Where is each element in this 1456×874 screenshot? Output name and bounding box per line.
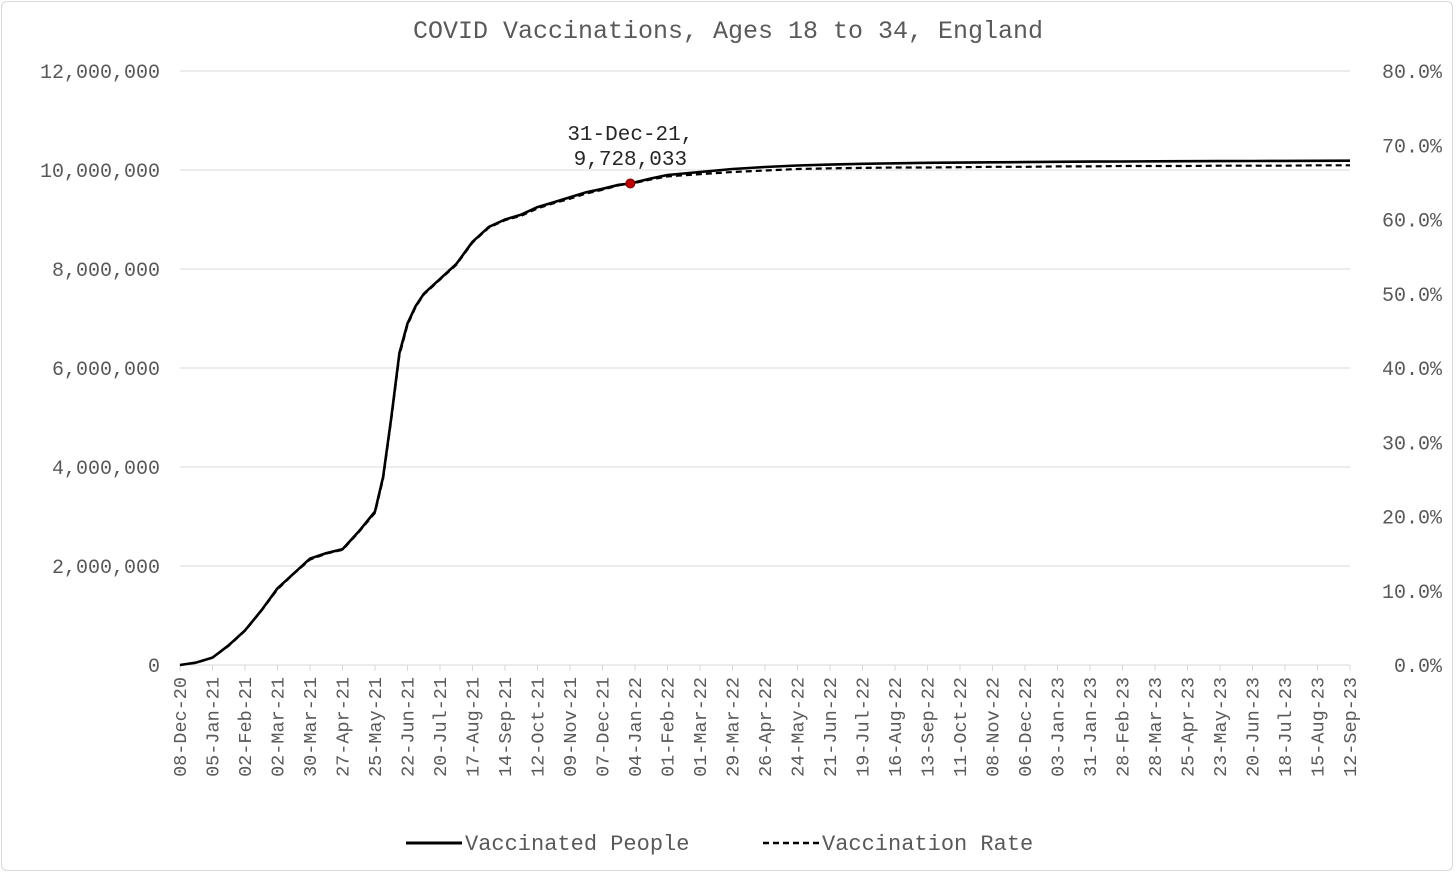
x-tick-label: 27-Apr-21 (334, 677, 355, 777)
y-right-tick-label: 40.0% (1382, 359, 1443, 382)
x-tick-label: 29-Mar-22 (724, 677, 745, 777)
legend-label-vaccinated-people: Vaccinated People (465, 832, 689, 857)
x-axis: 08-Dec-20 05-Jan-21 02-Feb-21 02-Mar-21 30-M… (171, 665, 1362, 777)
y-left-tick-label: 6,000,000 (52, 359, 160, 382)
x-tick-label: 02-Mar-21 (269, 677, 290, 777)
x-tick-label: 14-Sep-21 (496, 677, 517, 777)
x-tick-label: 31-Jan-23 (1081, 677, 1102, 777)
y-axis-right: 0.0% 10.0% 20.0% 30.0% 40.0% 50.0% 60.0% 70.0% 8… (1382, 62, 1443, 679)
x-tick-label: 25-Apr-23 (1179, 677, 1200, 777)
x-tick-label: 03-Jan-23 (1049, 677, 1070, 777)
x-tick-label: 26-Apr-22 (756, 677, 777, 777)
y-right-tick-label: 70.0% (1382, 136, 1443, 159)
x-tick-label: 13-Sep-22 (919, 677, 940, 777)
annotation-label: 9,728,033 (574, 149, 687, 172)
x-tick-label: 05-Jan-21 (204, 677, 225, 777)
y-left-tick-label: 10,000,000 (40, 161, 160, 184)
series-line-vaccinated-people (179, 159, 1351, 667)
x-tick-label: 15-Aug-23 (1309, 677, 1330, 777)
y-axis-left: 0 2,000,000 4,000,000 6,000,000 8,000,000 10,… (40, 62, 160, 679)
y-left-tick-label: 2,000,000 (52, 557, 160, 580)
x-tick-label: 23-May-23 (1211, 677, 1232, 777)
x-tick-label: 02-Feb-21 (236, 677, 257, 777)
x-tick-label: 08-Dec-20 (171, 677, 192, 777)
x-tick-label: 09-Nov-21 (561, 677, 582, 777)
y-right-tick-label: 80.0% (1382, 62, 1443, 85)
series-line-vaccination-rate (179, 164, 1350, 667)
x-tick-label: 24-May-22 (789, 677, 810, 777)
x-tick-label: 06-Dec-22 (1016, 677, 1037, 777)
annotation-label: 31-Dec-21, (567, 124, 693, 147)
y-left-tick-label: 4,000,000 (52, 458, 160, 481)
x-tick-label: 28-Mar-23 (1146, 677, 1167, 777)
y-right-tick-label: 10.0% (1382, 582, 1443, 605)
y-left-tick-label: 8,000,000 (52, 260, 160, 283)
y-left-tick-label: 0 (148, 656, 160, 679)
legend: Vaccinated People Vaccination Rate (406, 832, 1033, 857)
legend-label-vaccination-rate: Vaccination Rate (822, 832, 1033, 857)
x-tick-label: 18-Jul-23 (1276, 677, 1297, 777)
x-tick-label: 01-Feb-22 (659, 677, 680, 777)
y-right-tick-label: 50.0% (1382, 285, 1443, 308)
x-tick-label: 17-Aug-21 (464, 677, 485, 777)
y-right-tick-label: 20.0% (1382, 508, 1443, 531)
x-tick-label: 07-Dec-21 (594, 677, 615, 777)
x-tick-label: 25-May-21 (366, 677, 387, 777)
y-left-tick-label: 12,000,000 (40, 62, 160, 85)
x-tick-label: 16-Aug-22 (886, 677, 907, 777)
x-tick-label: 22-Jun-21 (399, 677, 420, 777)
x-tick-label: 21-Jun-22 (821, 677, 842, 777)
x-tick-label: 12-Sep-23 (1341, 677, 1362, 777)
annotation-marker (625, 178, 636, 189)
x-tick-label: 19-Jul-22 (854, 677, 875, 777)
chart-title: COVID Vaccinations, Ages 18 to 34, Engla… (413, 17, 1043, 46)
x-tick-label: 20-Jun-23 (1244, 677, 1265, 777)
x-tick-label: 12-Oct-21 (529, 677, 550, 777)
annotations: 31-Dec-21,9,728,033 (567, 124, 693, 189)
x-tick-label: 20-Jul-21 (431, 677, 452, 777)
x-tick-label: 28-Feb-23 (1114, 677, 1135, 777)
x-tick-label: 01-Mar-22 (691, 677, 712, 777)
y-right-tick-label: 0.0% (1394, 656, 1443, 679)
y-right-tick-label: 30.0% (1382, 433, 1443, 456)
x-tick-label: 08-Nov-22 (984, 677, 1005, 777)
x-tick-label: 30-Mar-21 (301, 677, 322, 777)
x-tick-label: 04-Jan-22 (626, 677, 647, 777)
series-group (179, 159, 1351, 667)
x-tick-label: 11-Oct-22 (951, 677, 972, 777)
y-right-tick-label: 60.0% (1382, 211, 1443, 234)
